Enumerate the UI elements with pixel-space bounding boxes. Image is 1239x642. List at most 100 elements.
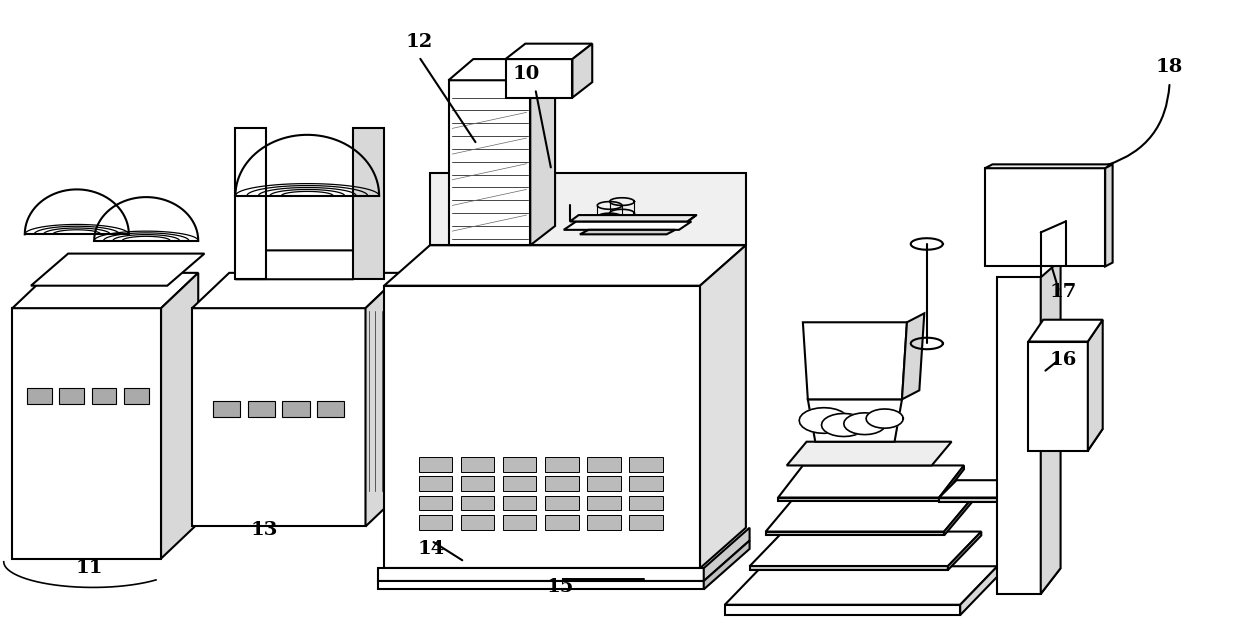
Polygon shape <box>449 59 555 80</box>
Polygon shape <box>384 245 746 286</box>
Polygon shape <box>580 230 675 234</box>
Polygon shape <box>419 515 452 530</box>
Polygon shape <box>587 476 621 491</box>
Polygon shape <box>960 566 997 615</box>
Polygon shape <box>124 388 149 404</box>
Polygon shape <box>997 277 1041 594</box>
Polygon shape <box>587 496 621 510</box>
Polygon shape <box>503 515 536 530</box>
Text: 17: 17 <box>1049 283 1077 301</box>
Polygon shape <box>1105 164 1113 266</box>
Polygon shape <box>787 442 952 465</box>
Polygon shape <box>750 532 981 566</box>
Polygon shape <box>725 605 960 615</box>
Polygon shape <box>704 541 750 589</box>
Polygon shape <box>545 457 579 472</box>
Polygon shape <box>939 498 1014 502</box>
Polygon shape <box>1028 342 1088 451</box>
Polygon shape <box>31 254 204 286</box>
Polygon shape <box>461 476 494 491</box>
Polygon shape <box>821 413 866 437</box>
Polygon shape <box>750 566 948 570</box>
Polygon shape <box>353 128 384 279</box>
Polygon shape <box>545 515 579 530</box>
Polygon shape <box>570 215 696 221</box>
Polygon shape <box>192 308 366 526</box>
Polygon shape <box>503 476 536 491</box>
Polygon shape <box>317 401 344 417</box>
Polygon shape <box>939 480 1031 498</box>
Polygon shape <box>506 59 572 98</box>
Polygon shape <box>530 59 555 245</box>
Polygon shape <box>384 286 700 568</box>
Polygon shape <box>629 515 663 530</box>
Polygon shape <box>766 532 944 535</box>
Polygon shape <box>587 515 621 530</box>
Polygon shape <box>766 498 973 532</box>
Polygon shape <box>545 496 579 510</box>
Polygon shape <box>27 388 52 404</box>
Polygon shape <box>902 313 924 399</box>
Text: 16: 16 <box>1049 351 1077 369</box>
Polygon shape <box>1088 320 1103 451</box>
Polygon shape <box>419 457 452 472</box>
Polygon shape <box>248 401 275 417</box>
Polygon shape <box>506 44 592 59</box>
Polygon shape <box>803 322 907 399</box>
Polygon shape <box>461 515 494 530</box>
Polygon shape <box>1028 429 1103 451</box>
Polygon shape <box>545 476 579 491</box>
Text: 14: 14 <box>418 540 445 558</box>
Text: 13: 13 <box>250 521 278 539</box>
Polygon shape <box>235 128 266 279</box>
Polygon shape <box>430 173 746 245</box>
Polygon shape <box>59 388 84 404</box>
Text: 18: 18 <box>1156 58 1183 76</box>
Polygon shape <box>799 408 849 433</box>
Polygon shape <box>629 496 663 510</box>
Polygon shape <box>866 409 903 428</box>
Polygon shape <box>12 273 198 308</box>
Polygon shape <box>844 413 886 435</box>
Text: 15: 15 <box>546 578 574 596</box>
Polygon shape <box>778 498 939 501</box>
Polygon shape <box>704 528 750 581</box>
Polygon shape <box>235 250 384 279</box>
Polygon shape <box>449 80 530 245</box>
Polygon shape <box>725 566 997 605</box>
Polygon shape <box>213 401 240 417</box>
Polygon shape <box>700 245 746 568</box>
Text: 11: 11 <box>76 559 103 577</box>
Text: 10: 10 <box>513 65 540 83</box>
Polygon shape <box>944 498 973 535</box>
Polygon shape <box>1028 320 1103 342</box>
Polygon shape <box>503 457 536 472</box>
FancyArrowPatch shape <box>1108 85 1170 165</box>
Polygon shape <box>419 476 452 491</box>
Polygon shape <box>461 496 494 510</box>
Polygon shape <box>378 581 704 589</box>
Polygon shape <box>366 273 403 526</box>
Polygon shape <box>12 308 161 559</box>
Polygon shape <box>985 168 1105 266</box>
Polygon shape <box>629 476 663 491</box>
Polygon shape <box>629 457 663 472</box>
Polygon shape <box>948 532 981 570</box>
Polygon shape <box>778 465 964 498</box>
Polygon shape <box>572 44 592 98</box>
Polygon shape <box>419 496 452 510</box>
Polygon shape <box>997 568 1061 594</box>
Polygon shape <box>1041 260 1061 594</box>
Polygon shape <box>378 568 704 581</box>
Polygon shape <box>939 465 964 501</box>
Polygon shape <box>985 164 1113 168</box>
Polygon shape <box>808 399 902 442</box>
Polygon shape <box>587 457 621 472</box>
Polygon shape <box>461 457 494 472</box>
Polygon shape <box>503 496 536 510</box>
Polygon shape <box>1014 480 1031 498</box>
Polygon shape <box>564 221 691 230</box>
Polygon shape <box>192 273 403 308</box>
Text: 12: 12 <box>405 33 432 51</box>
Polygon shape <box>161 273 198 559</box>
